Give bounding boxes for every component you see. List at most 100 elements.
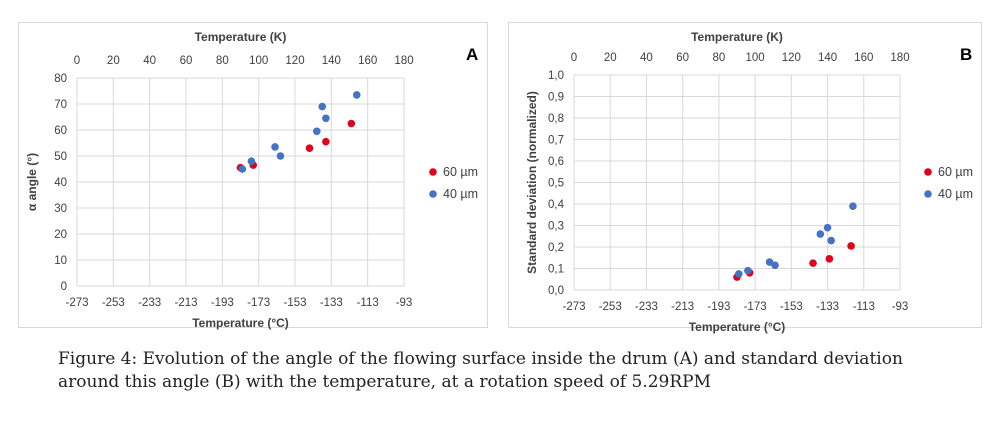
y-tick-label: 0,2 bbox=[548, 242, 564, 254]
x-top-tick-label: 100 bbox=[249, 55, 268, 67]
x-top-tick-label: 0 bbox=[571, 52, 577, 64]
data-point-40um bbox=[313, 127, 321, 136]
y-axis-title: α angle (°) bbox=[25, 153, 39, 211]
panel-label: A bbox=[466, 45, 478, 64]
x-bottom-tick-label: -213 bbox=[174, 297, 197, 309]
x-bottom-axis-title: Temperature (°C) bbox=[689, 320, 786, 334]
x-bottom-tick-label: -133 bbox=[816, 301, 839, 313]
y-tick-label: 70 bbox=[54, 99, 67, 111]
x-bottom-tick-label: -153 bbox=[780, 301, 803, 313]
legend-marker-40um bbox=[429, 190, 437, 198]
x-bottom-tick-label: -133 bbox=[320, 297, 343, 309]
legend-label-40um: 40 µm bbox=[443, 187, 478, 201]
x-bottom-tick-label: -253 bbox=[102, 297, 125, 309]
x-top-tick-label: 20 bbox=[107, 55, 120, 67]
x-top-tick-label: 140 bbox=[322, 55, 341, 67]
y-tick-label: 80 bbox=[54, 73, 67, 85]
chart-a-svg: 0 10 20 30 40 50 60 70 80 -273 0 -253 20 -233 40 -213 60… bbox=[18, 22, 488, 330]
x-bottom-tick-label: -273 bbox=[562, 301, 585, 313]
data-point-60um bbox=[825, 255, 834, 263]
x-top-tick-label: 0 bbox=[74, 55, 80, 67]
legend-label-40um: 40 µm bbox=[938, 187, 973, 201]
chart-panel-b: 0,0 0,1 0,2 0,3 0,4 0,5 0,6 0,7 0,8 0,9 1,0 -273 0 -2… bbox=[508, 0, 982, 334]
data-point-40um bbox=[238, 165, 247, 173]
x-top-tick-label: 180 bbox=[890, 52, 909, 64]
chart-b-svg: 0,0 0,1 0,2 0,3 0,4 0,5 0,6 0,7 0,8 0,9 1,0 -273 0 -2… bbox=[508, 22, 982, 334]
y-tick-label: 0,9 bbox=[548, 92, 564, 104]
chart-border bbox=[508, 22, 982, 328]
y-axis-title: Standard deviation (normalized) bbox=[525, 91, 539, 274]
data-point-40um bbox=[823, 223, 832, 232]
chart-panel-a: 0 10 20 30 40 50 60 70 80 -273 0 -253 20 -233 40 -213 60… bbox=[18, 0, 488, 330]
chart-border bbox=[18, 22, 488, 328]
figure-caption: Figure 4: Evolution of the angle of the … bbox=[58, 349, 903, 392]
y-tick-label: 60 bbox=[54, 125, 67, 137]
x-top-axis-title: Temperature (K) bbox=[195, 30, 287, 44]
x-top-tick-label: 60 bbox=[676, 52, 689, 64]
data-point-40um bbox=[744, 266, 752, 275]
x-bottom-tick-label: -213 bbox=[671, 301, 694, 313]
x-top-axis-title: Temperature (K) bbox=[691, 30, 783, 44]
y-tick-label: 0,6 bbox=[548, 156, 564, 168]
x-bottom-tick-label: -173 bbox=[744, 301, 767, 313]
x-top-tick-label: 80 bbox=[712, 52, 725, 64]
data-point-60um bbox=[809, 259, 817, 267]
x-top-tick-label: 40 bbox=[143, 55, 156, 67]
data-point-40um bbox=[771, 261, 779, 270]
x-bottom-tick-label: -233 bbox=[635, 301, 658, 313]
data-point-40um bbox=[352, 91, 361, 99]
y-tick-label: 1,0 bbox=[548, 70, 564, 82]
data-point-60um bbox=[322, 137, 330, 146]
data-point-40um bbox=[816, 230, 825, 238]
data-point-40um bbox=[827, 236, 835, 245]
legend-marker-60um bbox=[429, 168, 437, 176]
x-bottom-tick-label: -193 bbox=[707, 301, 730, 313]
x-bottom-tick-label: -93 bbox=[396, 297, 413, 309]
y-tick-label: 0,0 bbox=[548, 285, 564, 297]
x-top-tick-label: 80 bbox=[216, 55, 229, 67]
x-bottom-axis-title: Temperature (°C) bbox=[192, 316, 289, 330]
x-top-tick-label: 140 bbox=[818, 52, 837, 64]
data-point-60um bbox=[347, 119, 356, 128]
x-bottom-tick-label: -113 bbox=[357, 297, 379, 309]
x-top-tick-label: 160 bbox=[358, 55, 377, 67]
x-top-tick-label: 180 bbox=[394, 55, 413, 67]
y-tick-label: 10 bbox=[54, 255, 67, 267]
data-point-40um bbox=[271, 143, 279, 151]
y-tick-label: 0,3 bbox=[548, 221, 564, 233]
data-point-60um bbox=[847, 242, 855, 250]
data-point-60um bbox=[305, 144, 314, 152]
x-top-tick-label: 120 bbox=[782, 52, 801, 64]
x-bottom-tick-label: -233 bbox=[138, 297, 161, 309]
x-top-tick-label: 40 bbox=[640, 52, 653, 64]
data-point-40um bbox=[247, 157, 256, 165]
data-point-40um bbox=[276, 152, 285, 160]
y-tick-label: 30 bbox=[54, 203, 67, 215]
x-top-tick-label: 100 bbox=[746, 52, 765, 64]
x-top-tick-label: 160 bbox=[854, 52, 873, 64]
y-tick-label: 0,8 bbox=[548, 113, 564, 125]
legend-marker-40um bbox=[924, 190, 932, 198]
x-bottom-tick-label: -273 bbox=[65, 297, 88, 309]
x-bottom-tick-label: -113 bbox=[853, 301, 875, 313]
y-tick-label: 50 bbox=[54, 151, 67, 163]
y-tick-label: 20 bbox=[54, 229, 67, 241]
y-tick-label: 0,5 bbox=[548, 178, 564, 190]
legend-marker-60um bbox=[924, 168, 932, 176]
x-bottom-tick-label: -93 bbox=[892, 301, 909, 313]
legend-label-60um: 60 µm bbox=[443, 165, 478, 179]
x-top-tick-label: 120 bbox=[285, 55, 304, 67]
x-top-tick-label: 20 bbox=[604, 52, 617, 64]
y-tick-label: 0,1 bbox=[548, 264, 564, 276]
panel-label: B bbox=[960, 45, 972, 64]
data-point-40um bbox=[849, 202, 857, 210]
data-point-40um bbox=[322, 114, 330, 123]
data-point-40um bbox=[318, 102, 327, 111]
x-top-tick-label: 60 bbox=[180, 55, 193, 67]
y-tick-label: 0 bbox=[61, 281, 67, 293]
x-bottom-tick-label: -253 bbox=[599, 301, 622, 313]
y-tick-label: 40 bbox=[54, 177, 67, 189]
x-bottom-tick-label: -153 bbox=[283, 297, 306, 309]
y-tick-label: 0,7 bbox=[548, 135, 564, 147]
legend-label-60um: 60 µm bbox=[938, 165, 973, 179]
